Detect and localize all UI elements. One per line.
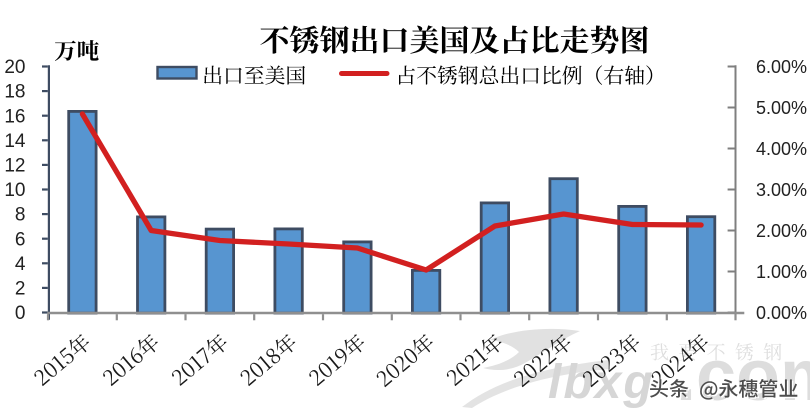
svg-text:6.00%: 6.00% xyxy=(756,57,807,77)
svg-text:4: 4 xyxy=(15,254,26,275)
svg-text:18: 18 xyxy=(4,82,25,103)
svg-text:1.00%: 1.00% xyxy=(756,262,807,282)
svg-text:6: 6 xyxy=(15,229,26,250)
svg-text:14: 14 xyxy=(4,131,26,152)
svg-text:5.00%: 5.00% xyxy=(756,98,807,118)
svg-text:10: 10 xyxy=(4,180,25,201)
svg-text:8: 8 xyxy=(15,205,26,226)
svg-text:3.00%: 3.00% xyxy=(756,180,807,200)
svg-text:4.00%: 4.00% xyxy=(756,139,807,159)
svg-text:lbxg: lbxg xyxy=(548,356,655,409)
svg-text:20: 20 xyxy=(4,57,25,78)
svg-text:0.00%: 0.00% xyxy=(756,303,807,323)
svg-text:2.00%: 2.00% xyxy=(756,221,807,241)
svg-text:2: 2 xyxy=(15,279,26,300)
svg-text:0: 0 xyxy=(15,303,26,324)
svg-text:.com: .com xyxy=(676,336,810,410)
svg-text:12: 12 xyxy=(4,156,25,177)
svg-text:16: 16 xyxy=(4,106,25,127)
